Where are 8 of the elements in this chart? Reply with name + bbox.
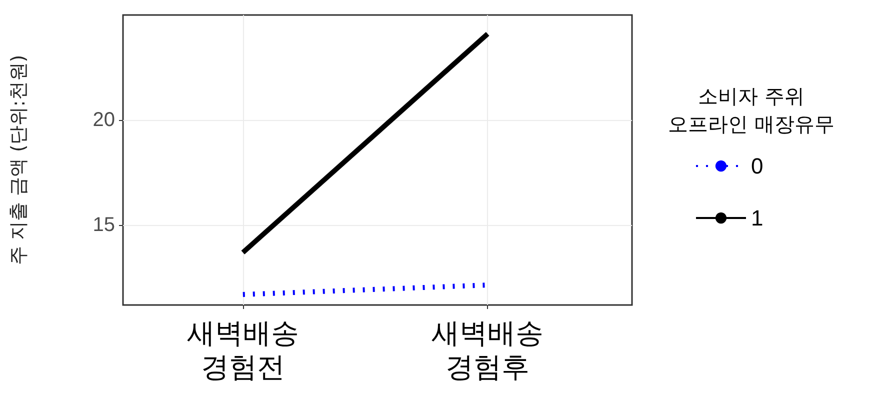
x-tick-label: 새벽배송 경험후 [432, 318, 544, 384]
legend-label: 0 [751, 154, 764, 178]
legend-label: 1 [751, 206, 764, 230]
y-axis-title: 주 지출 금액 (단위:천원) [8, 54, 30, 266]
legend-title: 소비자 주위 오프라인 매장유무 [668, 84, 834, 136]
y-tick-label: 15 [92, 214, 115, 236]
y-tick-label: 20 [92, 109, 115, 132]
x-tick-label: 새벽배송 경험전 [186, 318, 299, 384]
